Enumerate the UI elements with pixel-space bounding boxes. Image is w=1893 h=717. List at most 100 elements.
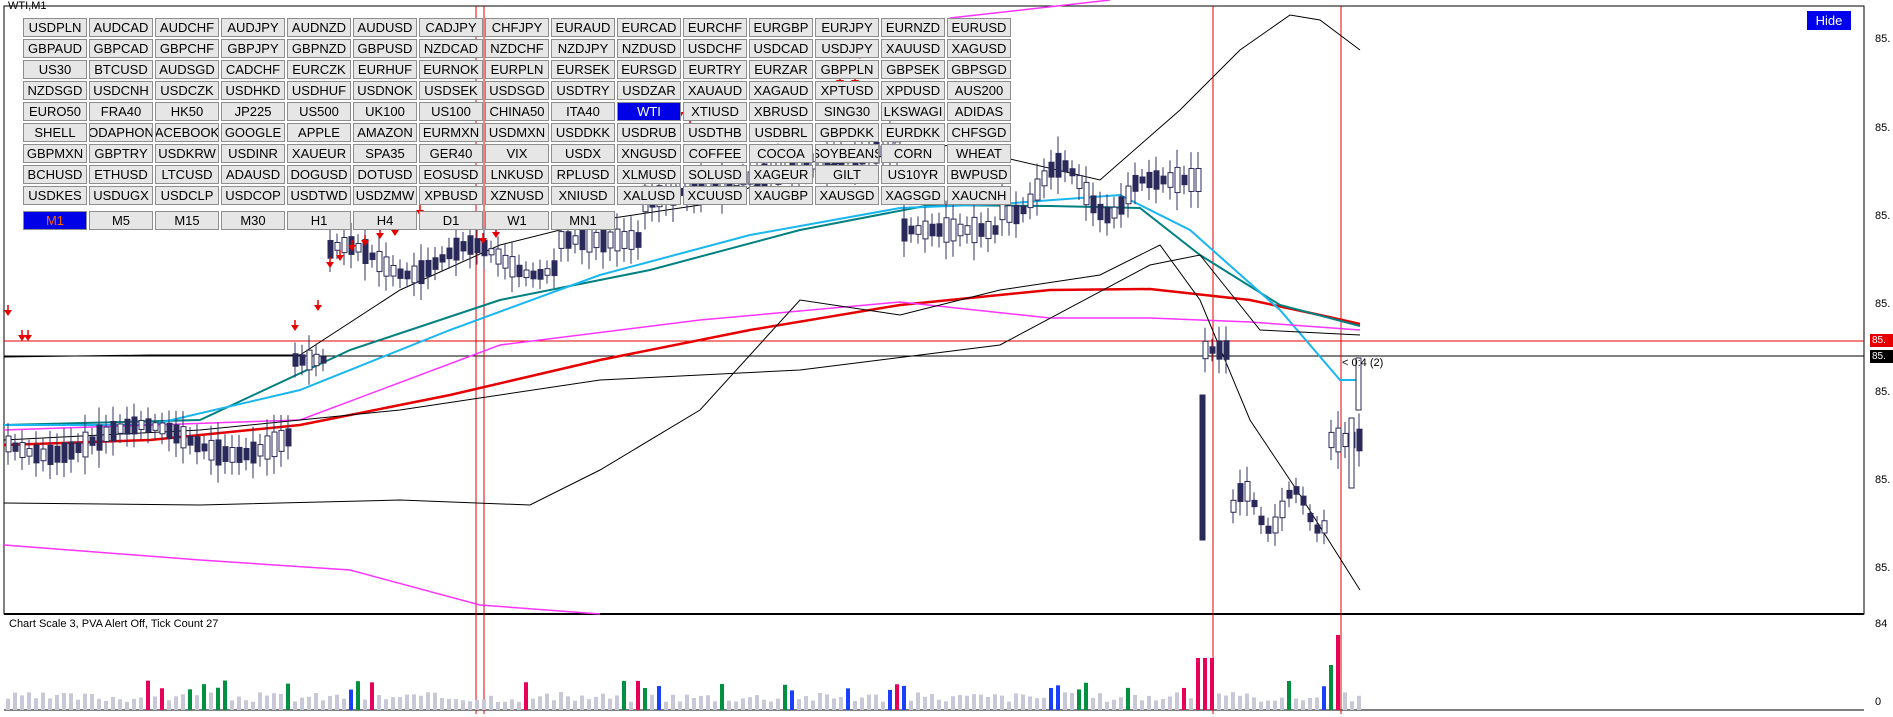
symbol-button[interactable]: XAUEUR (287, 144, 351, 163)
symbol-button[interactable]: EURSEK (551, 60, 615, 79)
symbol-button[interactable]: USDMXN (485, 123, 549, 142)
symbol-button[interactable]: USDRUB (617, 123, 681, 142)
symbol-button[interactable]: USDCZK (155, 81, 219, 100)
symbol-button[interactable]: USDCHF (683, 39, 747, 58)
symbol-button[interactable]: APPLE (287, 123, 351, 142)
symbol-button[interactable]: XNIUSD (551, 186, 615, 205)
symbol-button[interactable]: DOTUSD (353, 165, 417, 184)
symbol-button[interactable]: AUDUSD (353, 18, 417, 37)
symbol-button[interactable]: ADAUSD (221, 165, 285, 184)
symbol-button[interactable]: CHFSGD (947, 123, 1011, 142)
symbol-button[interactable]: CADCHF (221, 60, 285, 79)
symbol-button[interactable]: CADJPY (419, 18, 483, 37)
symbol-button[interactable]: BCHUSD (23, 165, 87, 184)
symbol-button[interactable]: EURJPY (815, 18, 879, 37)
symbol-button[interactable]: EURCHF (683, 18, 747, 37)
symbol-button[interactable]: XAUSGD (815, 186, 879, 205)
symbol-button[interactable]: XAGSGD (881, 186, 945, 205)
symbol-button[interactable]: ETHUSD (89, 165, 153, 184)
symbol-button[interactable]: EURGBP (749, 18, 813, 37)
symbol-button[interactable]: AMAZON (353, 123, 417, 142)
symbol-button[interactable]: WTI (617, 102, 681, 121)
symbol-button[interactable]: XPTUSD (815, 81, 879, 100)
symbol-button[interactable]: XAGEUR (749, 165, 813, 184)
symbol-button[interactable]: XAGUSD (947, 39, 1011, 58)
symbol-button[interactable]: GBPAUD (23, 39, 87, 58)
symbol-button[interactable]: US500 (287, 102, 351, 121)
symbol-button[interactable]: EURNZD (881, 18, 945, 37)
symbol-button[interactable]: USDTHB (683, 123, 747, 142)
symbol-button[interactable]: AUDCHF (155, 18, 219, 37)
symbol-button[interactable]: CHINA50 (485, 102, 549, 121)
symbol-button[interactable]: GILT (815, 165, 879, 184)
symbol-button[interactable]: USDKRW (155, 144, 219, 163)
symbol-button[interactable]: USDSEK (419, 81, 483, 100)
symbol-button[interactable]: USDSGD (485, 81, 549, 100)
symbol-button[interactable]: CHFJPY (485, 18, 549, 37)
symbol-button[interactable]: ODAPHON (89, 123, 153, 142)
symbol-button[interactable]: EURZAR (749, 60, 813, 79)
symbol-button[interactable]: USDNOK (353, 81, 417, 100)
symbol-button[interactable]: NZDUSD (617, 39, 681, 58)
symbol-button[interactable]: US10YR (881, 165, 945, 184)
symbol-button[interactable]: EURCZK (287, 60, 351, 79)
symbol-button[interactable]: EURAUD (551, 18, 615, 37)
timeframe-button[interactable]: D1 (419, 211, 483, 230)
symbol-button[interactable]: EURDKK (881, 123, 945, 142)
symbol-button[interactable]: USDCAD (749, 39, 813, 58)
timeframe-button[interactable]: H4 (353, 211, 417, 230)
symbol-button[interactable]: GBPTRY (89, 144, 153, 163)
symbol-button[interactable]: USDDKK (551, 123, 615, 142)
symbol-button[interactable]: XAUAUD (683, 81, 747, 100)
symbol-button[interactable]: VIX (485, 144, 549, 163)
symbol-button[interactable]: WHEAT (947, 144, 1011, 163)
symbol-button[interactable]: USDZAR (617, 81, 681, 100)
timeframe-button[interactable]: MN1 (551, 211, 615, 230)
symbol-button[interactable]: LTCUSD (155, 165, 219, 184)
symbol-button[interactable]: NZDJPY (551, 39, 615, 58)
timeframe-button[interactable]: M15 (155, 211, 219, 230)
symbol-button[interactable]: EURTRY (683, 60, 747, 79)
symbol-button[interactable]: ADIDAS (947, 102, 1011, 121)
symbol-button[interactable]: GBPSGD (947, 60, 1011, 79)
timeframe-button[interactable]: M5 (89, 211, 153, 230)
symbol-button[interactable]: EURO50 (23, 102, 87, 121)
symbol-button[interactable]: USDHKD (221, 81, 285, 100)
symbol-button[interactable]: AUDCAD (89, 18, 153, 37)
symbol-button[interactable]: EURUSD (947, 18, 1011, 37)
symbol-button[interactable]: USDTWD (287, 186, 351, 205)
symbol-button[interactable]: EURSGD (617, 60, 681, 79)
symbol-button[interactable]: USDHUF (287, 81, 351, 100)
symbol-button[interactable]: RPLUSD (551, 165, 615, 184)
symbol-button[interactable]: GBPCHF (155, 39, 219, 58)
timeframe-button[interactable]: H1 (287, 211, 351, 230)
symbol-button[interactable]: GBPNZD (287, 39, 351, 58)
symbol-button[interactable]: GBPPLN (815, 60, 879, 79)
symbol-button[interactable]: XLMUSD (617, 165, 681, 184)
symbol-button[interactable]: GBPMXN (23, 144, 87, 163)
symbol-button[interactable]: UK100 (353, 102, 417, 121)
symbol-button[interactable]: USDTRY (551, 81, 615, 100)
symbol-button[interactable]: AUS200 (947, 81, 1011, 100)
symbol-button[interactable]: XBRUSD (749, 102, 813, 121)
symbol-button[interactable]: GOOGLE (221, 123, 285, 142)
symbol-button[interactable]: NZDCHF (485, 39, 549, 58)
symbol-button[interactable]: EURCAD (617, 18, 681, 37)
symbol-button[interactable]: DOGUSD (287, 165, 351, 184)
symbol-button[interactable]: NZDCAD (419, 39, 483, 58)
symbol-button[interactable]: US30 (23, 60, 87, 79)
symbol-button[interactable]: SOYBEANS (815, 144, 879, 163)
symbol-button[interactable]: HK50 (155, 102, 219, 121)
symbol-button[interactable]: USDJPY (815, 39, 879, 58)
symbol-button[interactable]: AUDJPY (221, 18, 285, 37)
symbol-button[interactable]: USDKES (23, 186, 87, 205)
symbol-button[interactable]: CORN (881, 144, 945, 163)
symbol-button[interactable]: XZNUSD (485, 186, 549, 205)
symbol-button[interactable]: EURNOK (419, 60, 483, 79)
symbol-button[interactable]: ACEBOOK (155, 123, 219, 142)
symbol-button[interactable]: XAUGBP (749, 186, 813, 205)
symbol-button[interactable]: USDPLN (23, 18, 87, 37)
symbol-button[interactable]: XPBUSD (419, 186, 483, 205)
symbol-button[interactable]: USDX (551, 144, 615, 163)
symbol-button[interactable]: LKSWAGI (881, 102, 945, 121)
